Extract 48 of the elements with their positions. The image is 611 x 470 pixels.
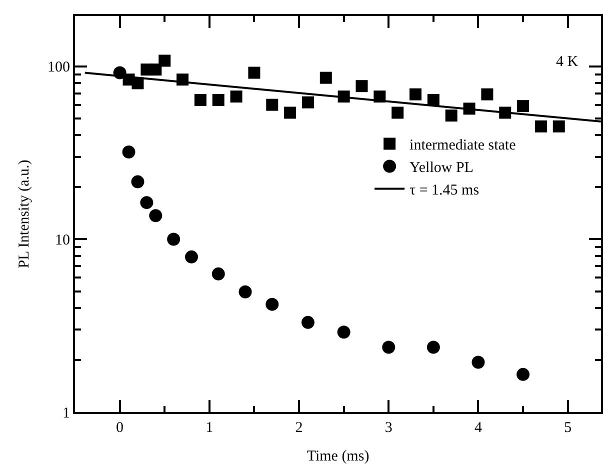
point [302,96,314,108]
point [238,285,252,298]
point [552,120,565,132]
x-tick-label: 2 [295,420,303,436]
point [445,110,458,122]
point [534,120,547,132]
point [150,64,162,76]
point [184,250,198,264]
point [356,80,368,92]
point [382,340,396,354]
point [426,340,440,354]
y-tick-label: 100 [48,60,70,76]
point [212,267,225,280]
x-axis-title: Time (ms) [306,448,370,464]
x-tick-label: 5 [564,420,572,436]
point [140,196,154,210]
point [149,209,162,222]
point [301,316,314,329]
x-tick-label: 0 [116,420,124,436]
point [472,356,485,369]
x-tick-label: 1 [206,420,214,436]
y-tick-label: 10 [55,232,70,248]
point [230,90,242,103]
point [266,98,278,111]
annotation: 4 K [556,54,578,70]
point [410,88,422,100]
point [320,72,332,84]
point [158,54,171,67]
point [122,145,136,158]
point [392,106,404,119]
point [337,326,350,339]
point [131,175,144,188]
point [248,66,260,79]
point [481,88,494,100]
legend-label: Yellow PL [410,160,474,176]
y-axis-title: PL Intensity (a.u.) [16,160,32,268]
y-tick-label: 1 [62,405,70,422]
point [517,100,530,112]
point [194,94,206,106]
x-tick-label: 4 [474,420,482,436]
point [284,106,296,119]
point [516,368,530,381]
point [167,232,180,246]
point [266,298,279,311]
legend-label: intermediate state [410,138,516,154]
point [212,94,224,106]
legend-label: τ = 1.45 ms [410,182,480,199]
x-tick-label: 3 [384,420,392,436]
